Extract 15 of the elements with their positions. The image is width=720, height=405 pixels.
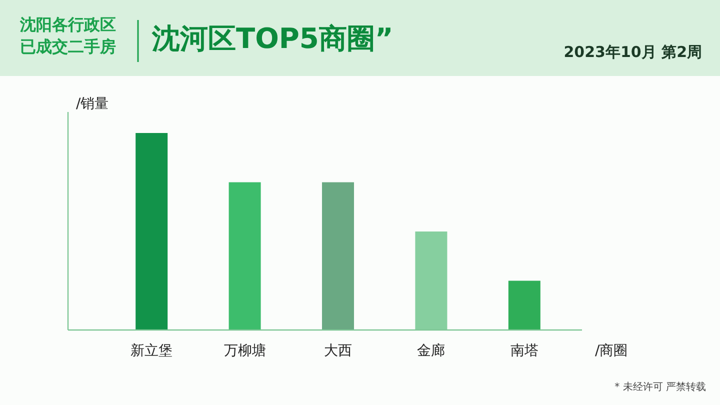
x-tick-label: 南塔	[510, 343, 538, 359]
x-tick-label: 万柳塘	[224, 343, 266, 359]
bar	[322, 182, 354, 330]
x-axis-title: /商圈	[595, 343, 628, 359]
text: * 未经许可 严禁转载	[614, 381, 706, 393]
text: 2023年10月 第2周	[564, 43, 702, 61]
bar	[228, 182, 261, 330]
bar	[136, 133, 168, 330]
bar	[508, 280, 540, 330]
x-tick-label: 新立堡	[130, 343, 173, 359]
x-tick-label: 大西	[324, 343, 352, 359]
chart-subtitle: 沈阳各行政区已成交二手房	[19, 15, 116, 56]
y-axis-title: /销量	[76, 96, 109, 112]
chart-title: 沈河区TOP5商圈”	[151, 22, 394, 55]
x-tick-label: 金廊	[417, 343, 446, 359]
